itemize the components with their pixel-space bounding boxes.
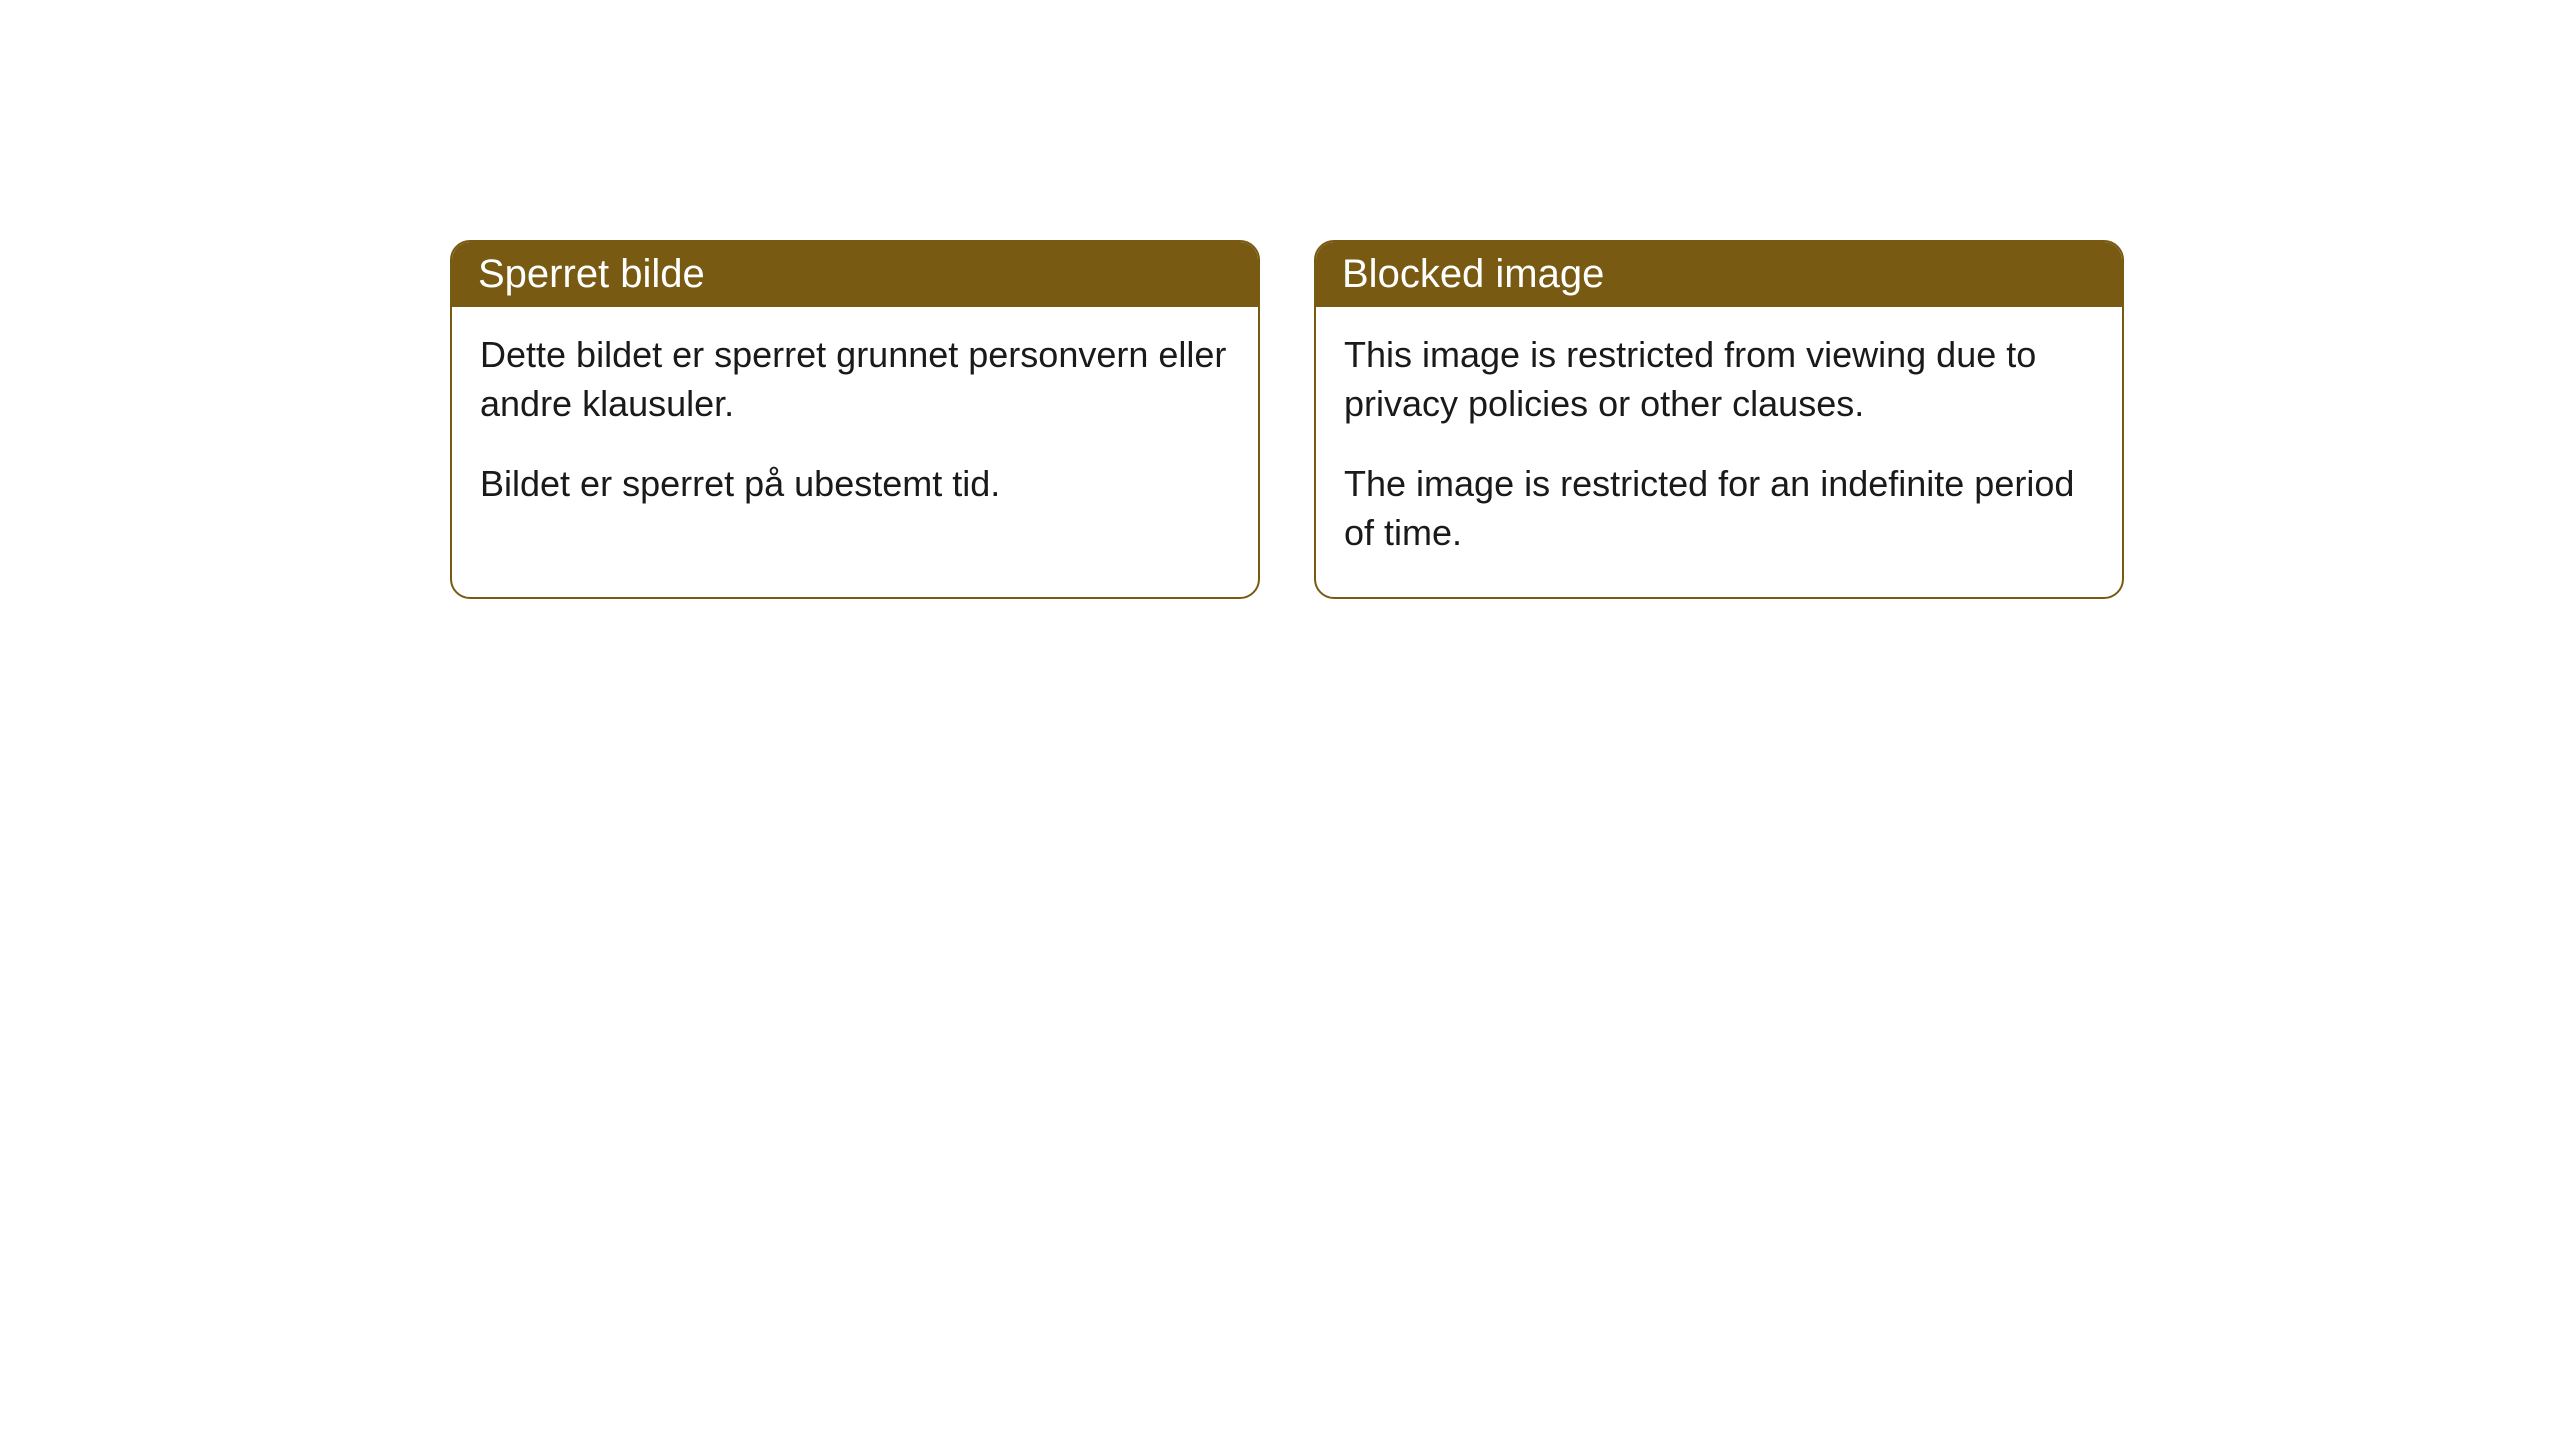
notice-card-norwegian: Sperret bilde Dette bildet er sperret gr…: [450, 240, 1260, 599]
card-header: Sperret bilde: [452, 242, 1258, 307]
notice-cards-container: Sperret bilde Dette bildet er sperret gr…: [450, 240, 2560, 599]
card-body: This image is restricted from viewing du…: [1316, 307, 2122, 597]
card-paragraph: Dette bildet er sperret grunnet personve…: [480, 331, 1230, 428]
card-paragraph: This image is restricted from viewing du…: [1344, 331, 2094, 428]
card-paragraph: Bildet er sperret på ubestemt tid.: [480, 460, 1230, 509]
card-header: Blocked image: [1316, 242, 2122, 307]
card-title: Sperret bilde: [478, 252, 705, 296]
card-title: Blocked image: [1342, 252, 1604, 296]
card-body: Dette bildet er sperret grunnet personve…: [452, 307, 1258, 549]
notice-card-english: Blocked image This image is restricted f…: [1314, 240, 2124, 599]
card-paragraph: The image is restricted for an indefinit…: [1344, 460, 2094, 557]
